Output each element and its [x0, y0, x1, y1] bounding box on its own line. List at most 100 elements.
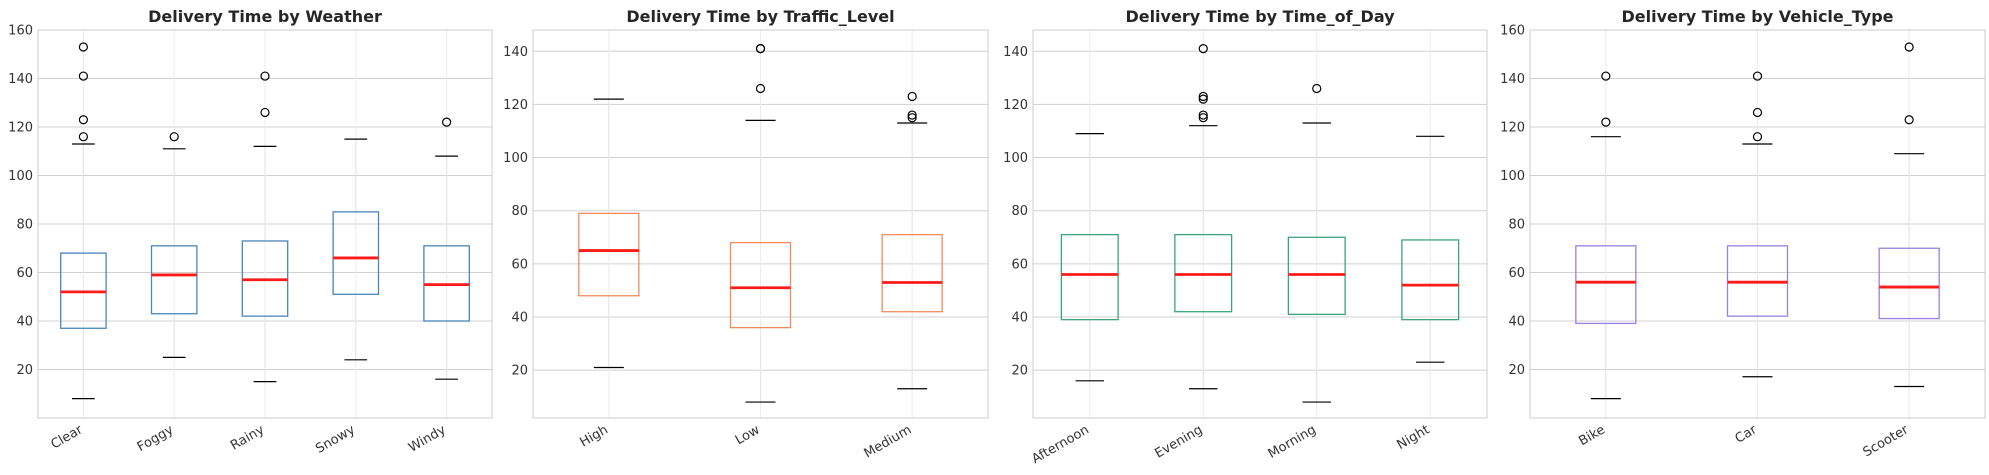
outlier-point: [755, 44, 766, 54]
y-tick-label: 120: [1003, 98, 1028, 113]
x-tick-label: Car: [1733, 422, 1760, 447]
box-snowy: [332, 138, 380, 361]
outlier-point: [260, 107, 270, 118]
y-tick-label: 140: [503, 45, 528, 60]
outlier-point: [1904, 115, 1914, 125]
outlier-point: [907, 91, 917, 102]
box-foggy: [150, 132, 198, 358]
y-tick-label: 60: [511, 257, 528, 272]
x-tick-label: Scooter: [1861, 422, 1912, 460]
outlier-point: [78, 132, 89, 142]
outlier-point: [907, 113, 917, 123]
y-tick-label: 20: [16, 363, 33, 378]
plot-frame: [532, 29, 989, 419]
iqr-box: [150, 245, 198, 315]
y-tick-label: 80: [1508, 218, 1525, 233]
box-clear: [60, 42, 107, 400]
outlier-point: [1904, 42, 1914, 52]
y-tick-label: 120: [8, 121, 33, 136]
y-tick-label: 20: [511, 364, 528, 379]
plot-frame: [1032, 29, 1488, 419]
outlier-point: [1198, 113, 1208, 123]
outlier-point: [442, 117, 452, 127]
y-tick-label: 60: [1011, 257, 1028, 272]
box-windy: [423, 117, 470, 380]
outlier-point: [755, 83, 766, 94]
outlier-point: [1752, 71, 1763, 81]
outlier-point: [78, 71, 89, 81]
y-tick-label: 160: [8, 24, 33, 39]
x-tick-label: Afternoon: [1029, 422, 1091, 467]
x-tick-label: High: [577, 422, 610, 450]
y-tick-label: 80: [1011, 204, 1028, 219]
plot-frame: [1529, 29, 1986, 419]
iqr-box: [1401, 239, 1460, 321]
iqr-box: [1575, 245, 1637, 325]
y-tick-label: 160: [1500, 24, 1525, 39]
outlier-point: [1198, 44, 1208, 54]
plot-frame: [37, 29, 493, 419]
iqr-box: [1878, 247, 1940, 320]
y-tick-label: 20: [1508, 363, 1525, 378]
outlier-point: [907, 110, 917, 120]
x-tick-label: Medium: [862, 422, 915, 461]
x-tick-label: Foggy: [135, 422, 177, 455]
x-tick-label: Evening: [1153, 422, 1206, 461]
outlier-point: [78, 115, 89, 125]
outlier-point: [169, 132, 179, 142]
y-tick-label: 100: [1500, 169, 1525, 184]
y-tick-label: 140: [1500, 72, 1525, 87]
y-tick-label: 80: [511, 204, 528, 219]
outlier-point: [78, 42, 89, 52]
y-tick-label: 20: [1011, 364, 1028, 379]
box-medium: [881, 91, 943, 390]
box-night: [1401, 135, 1460, 363]
box-low: [729, 44, 792, 403]
box-afternoon: [1060, 133, 1119, 382]
box-bike: [1575, 71, 1637, 400]
iqr-box: [729, 241, 792, 329]
x-tick-label: Morning: [1266, 422, 1319, 461]
box-rainy: [241, 71, 289, 383]
outlier-point: [1198, 110, 1208, 120]
y-tick-label: 60: [16, 266, 33, 281]
chart-title: Delivery Time by Time_of_Day: [1125, 7, 1395, 26]
outlier-point: [1601, 71, 1611, 81]
box-evening: [1174, 44, 1233, 390]
chart-title: Delivery Time by Traffic_Level: [626, 7, 894, 26]
y-tick-label: 100: [503, 151, 528, 166]
outlier-point: [1752, 107, 1763, 118]
outlier-point: [1752, 132, 1763, 142]
y-tick-label: 100: [8, 169, 33, 184]
x-tick-label: Clear: [48, 422, 86, 452]
iqr-box: [881, 233, 943, 313]
box-high: [578, 98, 640, 369]
y-tick-label: 140: [1003, 45, 1028, 60]
outlier-point: [1198, 91, 1208, 102]
iqr-box: [1060, 233, 1119, 321]
y-tick-label: 40: [511, 311, 528, 326]
iqr-box: [332, 211, 380, 295]
box-morning: [1287, 83, 1346, 403]
x-tick-label: Low: [733, 422, 763, 448]
chart-panel-3: 20 40 60 80 100 120 140 Afternoon Evening Morning…: [1003, 7, 1488, 467]
box-car: [1726, 71, 1789, 378]
x-tick-label: Rainy: [228, 422, 267, 453]
x-tick-label: Windy: [406, 422, 449, 455]
y-tick-label: 60: [1508, 266, 1525, 281]
x-tick-label: Night: [1394, 422, 1432, 452]
outlier-point: [260, 71, 270, 81]
y-tick-label: 80: [16, 218, 33, 233]
y-tick-label: 100: [1003, 151, 1028, 166]
box-scooter: [1878, 42, 1940, 388]
chart-panel-1: 20 40 60 80 100 120 140 160 Clear Foggy Rainy Snowy…: [8, 7, 493, 457]
outlier-point: [1601, 117, 1611, 127]
chart-title: Delivery Time by Weather: [148, 7, 382, 26]
outlier-point: [1312, 83, 1322, 94]
y-tick-label: 40: [1011, 311, 1028, 326]
x-tick-label: Bike: [1576, 422, 1607, 449]
y-tick-label: 140: [8, 72, 33, 87]
y-tick-label: 120: [503, 98, 528, 113]
outlier-point: [1198, 94, 1208, 104]
y-tick-label: 120: [1500, 121, 1525, 136]
